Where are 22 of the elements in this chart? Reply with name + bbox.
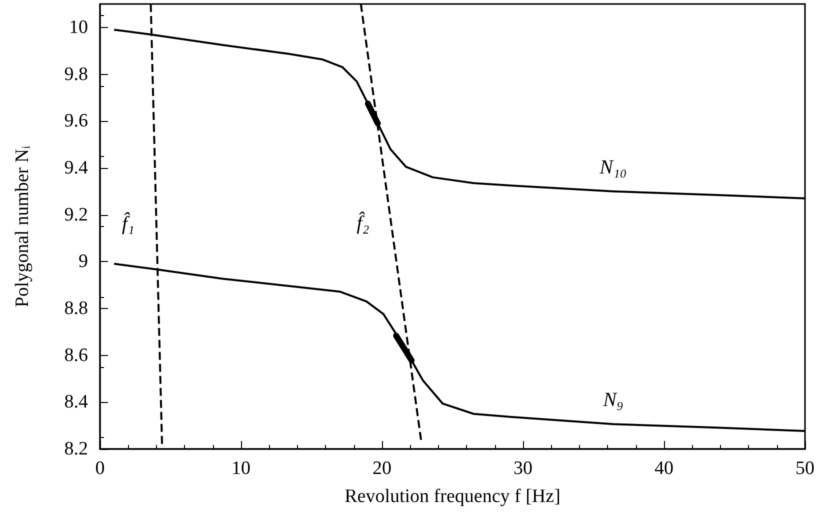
y-axis-title: Polygonal number Nᵢ [12,146,33,308]
y-tick-label: 9.8 [64,64,88,85]
y-tick-label: 9 [78,251,88,272]
series-label: N₉ [602,389,624,412]
x-tick-label: 10 [232,458,250,479]
x-tick-label: 30 [514,458,532,479]
y-tick-label: 8.4 [64,392,88,413]
x-tick-label: 40 [654,458,674,479]
x-axis-title: Revolution frequency f [Hz] [344,486,560,507]
y-tick-label: 8.8 [64,298,88,319]
y-tick-label: 9.6 [64,110,88,132]
series-label: f̂₁ [122,212,134,236]
series-label: N₁₀ [598,156,627,178]
y-tick-label: 8.2 [64,438,88,460]
series-label: f̂₂ [356,211,370,235]
y-tick-label: 10 [69,16,88,38]
y-tick-label: 9.2 [64,204,88,226]
y-tick-label: 9.4 [64,157,88,178]
x-tick-label: 0 [95,458,105,479]
y-tick-label: 8.6 [64,344,88,366]
x-tick-label: 20 [372,458,392,479]
x-tick-label: 50 [796,458,814,479]
